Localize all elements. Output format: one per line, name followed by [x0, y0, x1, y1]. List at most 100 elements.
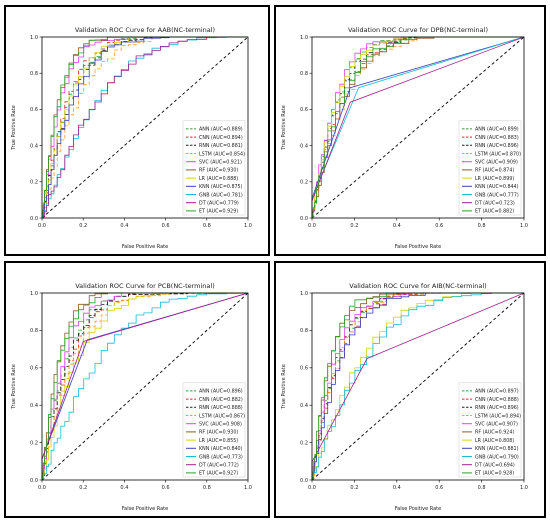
plot-frame [41, 36, 249, 219]
legend-label-dt: DT (AUC=0.723) [475, 201, 515, 207]
y-tick-label: 0.0 [300, 216, 308, 222]
x-tick-label: 0.0 [308, 223, 316, 229]
x-axis-label: False Positive Rate [122, 506, 168, 512]
y-tick-label: 0.2 [300, 180, 308, 186]
x-tick-label: 0.4 [120, 485, 128, 491]
plot-frame [311, 292, 525, 481]
y-tick-label: 0.4 [300, 143, 308, 149]
y-tick-label: 0.6 [300, 107, 308, 113]
legend-label-rnn: RNN (AUC=0.896) [475, 143, 519, 149]
roc-panel-aab: Validation ROC Curve for AAB(NC-terminal… [4, 5, 270, 256]
legend-label-cnn: CNN (AUC=0.888) [475, 397, 519, 403]
roc-curve-lr [42, 292, 248, 481]
x-tick-label: 0.4 [393, 223, 401, 229]
legend-label-svc: SVC (AUC=0.907) [475, 422, 518, 428]
x-tick-label: 1.0 [244, 223, 252, 229]
legend-label-dt: DT (AUC=0.772) [199, 463, 239, 469]
legend-label-svc: SVC (AUC=0.908) [199, 422, 242, 428]
legend-label-knn: KNN (AUC=0.840) [199, 446, 243, 452]
legend-label-rf: RF (AUC=0.930) [199, 168, 238, 174]
x-tick-label: 0.4 [120, 223, 128, 229]
x-tick-label: 0.6 [435, 223, 443, 229]
x-tick-label: 0.4 [393, 485, 401, 491]
roc-curve-gnb [312, 292, 524, 481]
legend-label-et: ET (AUC=0.929) [199, 209, 238, 215]
legend-label-svc: SVC (AUC=0.909) [475, 160, 518, 166]
legend-label-ann: ANN (AUC=0.896) [199, 389, 243, 395]
x-tick-label: 0.8 [478, 223, 486, 229]
y-tick-label: 0.4 [300, 403, 308, 409]
x-tick-label: 1.0 [520, 485, 528, 491]
y-tick-label: 0.8 [30, 71, 38, 77]
chart-title: Validation ROC Curve for DPB(NC-terminal… [348, 26, 488, 34]
roc-chart: Validation ROC Curve for DPB(NC-terminal… [281, 26, 528, 250]
x-tick-label: 0.2 [350, 223, 358, 229]
chart-title: Validation ROC Curve for AAB(NC-terminal… [75, 26, 215, 34]
x-tick-label: 0.0 [308, 485, 316, 491]
y-tick-label: 0.0 [30, 478, 38, 484]
legend-label-ann: ANN (AUC=0.899) [475, 127, 519, 133]
legend-label-lstm: LSTM (AUC=0.854) [199, 151, 245, 157]
y-tick-label: 0.4 [30, 403, 38, 409]
chart-title: Validation ROC Curve for AIB(NC-terminal… [349, 282, 486, 290]
legend-label-knn: KNN (AUC=0.844) [475, 184, 519, 190]
legend-box [182, 382, 246, 478]
plot-frame [311, 36, 525, 219]
legend-label-et: ET (AUC=0.927) [199, 471, 238, 477]
legend-label-cnn: CNN (AUC=0.894) [199, 135, 243, 141]
y-tick-label: 0.2 [300, 440, 308, 446]
legend-label-gnb: GNB (AUC=0.790) [475, 454, 519, 460]
y-tick-label: 0.6 [300, 366, 308, 372]
y-tick-label: 0.4 [30, 143, 38, 149]
chart-title: Validation ROC Curve for PCB(NC-terminal… [75, 282, 215, 290]
legend-label-knn: KNN (AUC=0.875) [199, 184, 243, 190]
x-tick-label: 0.0 [38, 223, 46, 229]
chance-diagonal [41, 36, 249, 219]
legend-label-dt: DT (AUC=0.779) [199, 201, 239, 207]
y-tick-label: 0.8 [30, 328, 38, 334]
y-tick-label: 0.0 [30, 216, 38, 222]
x-axis-label: False Positive Rate [395, 244, 441, 250]
roc-panel-dpb: Validation ROC Curve for DPB(NC-terminal… [274, 5, 546, 256]
legend-label-lstm: LSTM (AUC=0.867) [199, 413, 245, 419]
legend-label-gnb: GNB (AUC=0.777) [475, 192, 519, 198]
legend-label-lr: LR (AUC=0.808) [475, 438, 514, 444]
legend-label-lstm: LSTM (AUC=0.894) [475, 413, 521, 419]
x-axis-label: False Positive Rate [395, 506, 441, 512]
y-axis-label: True Positive Rate [11, 364, 17, 410]
legend-label-et: ET (AUC=0.882) [475, 209, 514, 215]
legend-box [182, 120, 246, 216]
legend-label-dt: DT (AUC=0.694) [475, 463, 515, 469]
roc-curve-dt [42, 36, 248, 219]
x-tick-label: 0.8 [203, 223, 211, 229]
y-tick-label: 0.0 [300, 478, 308, 484]
legend-label-rf: RF (AUC=0.874) [475, 168, 514, 174]
legend-label-gnb: GNB (AUC=0.773) [199, 454, 243, 460]
x-axis-label: False Positive Rate [122, 244, 168, 250]
y-tick-label: 1.0 [300, 35, 308, 41]
legend-label-lr: LR (AUC=0.855) [199, 438, 238, 444]
legend-label-rf: RF (AUC=0.930) [199, 430, 238, 436]
y-tick-label: 0.8 [300, 71, 308, 77]
roc-curve-knn [42, 36, 248, 219]
legend-label-lr: LR (AUC=0.888) [199, 176, 238, 182]
y-axis-label: True Positive Rate [281, 105, 287, 151]
legend-label-ann: ANN (AUC=0.897) [475, 389, 519, 395]
y-tick-label: 1.0 [300, 291, 308, 297]
legend-label-lr: LR (AUC=0.899) [475, 176, 514, 182]
y-tick-label: 1.0 [30, 35, 38, 41]
roc-curve-gnb [42, 292, 249, 481]
x-tick-label: 0.8 [478, 485, 486, 491]
legend-box [458, 120, 522, 216]
plot-frame [41, 292, 249, 481]
x-tick-label: 0.6 [435, 485, 443, 491]
x-tick-label: 0.0 [38, 485, 46, 491]
x-tick-label: 1.0 [244, 485, 252, 491]
legend-label-cnn: CNN (AUC=0.882) [199, 397, 243, 403]
legend-label-svc: SVC (AUC=0.921) [199, 160, 242, 166]
x-tick-label: 0.6 [162, 485, 170, 491]
y-tick-label: 0.6 [30, 366, 38, 372]
legend-label-rf: RF (AUC=0.924) [475, 430, 514, 436]
roc-chart: Validation ROC Curve for AIB(NC-terminal… [281, 282, 528, 512]
legend-label-knn: KNN (AUC=0.881) [475, 446, 519, 452]
